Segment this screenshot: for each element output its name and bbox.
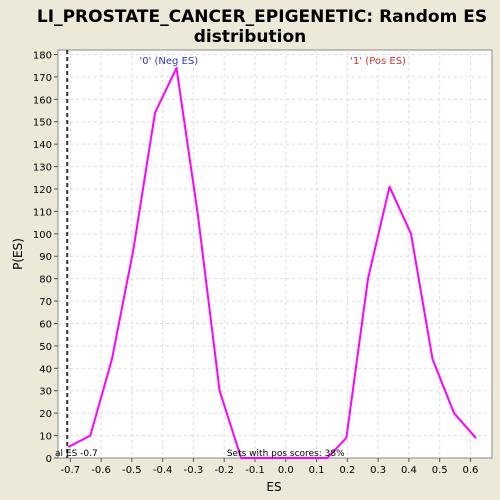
y-tick-label: 140 bbox=[33, 140, 52, 151]
x-tick-label: -0.5 bbox=[122, 465, 142, 476]
data-point bbox=[197, 215, 199, 217]
actual-es-label: al ES -0.7 bbox=[55, 449, 98, 459]
data-point bbox=[410, 233, 412, 235]
data-point bbox=[240, 457, 242, 459]
x-tick-label: -0.3 bbox=[184, 465, 204, 476]
x-tick-label: -0.4 bbox=[153, 465, 173, 476]
data-point bbox=[474, 437, 477, 439]
series-lines bbox=[67, 66, 477, 459]
x-tick-label: 0.2 bbox=[339, 465, 355, 476]
y-tick-label: 70 bbox=[39, 297, 52, 308]
y-tick-label: 130 bbox=[33, 163, 52, 174]
y-tick-label: 0 bbox=[46, 454, 52, 465]
x-tick-label: 0.5 bbox=[432, 465, 448, 476]
y-tick-label: 30 bbox=[39, 387, 52, 398]
x-axis-ticks: -0.7 -0.6 -0.5 -0.4 -0.3 -0.2 -0.1 0.0 0.1 0.2 0.3… bbox=[61, 458, 479, 476]
data-point bbox=[367, 277, 369, 280]
y-tick-label: 80 bbox=[39, 275, 52, 286]
data-point bbox=[261, 457, 264, 459]
x-tick-label: 0.0 bbox=[278, 465, 294, 476]
y-tick-label: 40 bbox=[39, 364, 52, 375]
data-point bbox=[111, 358, 113, 361]
y-tick-label: 160 bbox=[33, 95, 52, 106]
data-point bbox=[89, 434, 92, 437]
chart-title-line-2: distribution bbox=[194, 27, 306, 47]
data-point bbox=[67, 445, 70, 448]
neg-es-label: '0' (Neg ES) bbox=[139, 56, 198, 67]
x-tick-label: 0.6 bbox=[463, 465, 479, 476]
x-tick-label: 0.1 bbox=[309, 465, 325, 476]
data-point bbox=[304, 457, 307, 459]
data-point bbox=[453, 412, 455, 414]
x-tick-label: -0.6 bbox=[91, 465, 111, 476]
y-axis-label: P(ES) bbox=[11, 238, 25, 270]
plot-area bbox=[57, 49, 493, 459]
y-tick-label: 10 bbox=[39, 432, 52, 443]
data-point bbox=[218, 389, 221, 392]
series-line bbox=[68, 66, 477, 459]
y-tick-label: 110 bbox=[33, 207, 52, 218]
x-tick-label: -0.1 bbox=[245, 465, 265, 476]
data-point bbox=[388, 185, 391, 188]
data-point bbox=[154, 111, 156, 114]
x-tick-label: -0.7 bbox=[61, 465, 81, 476]
y-tick-label: 50 bbox=[39, 342, 52, 353]
grid bbox=[58, 50, 492, 458]
annotations: '0' (Neg ES) '1' (Pos ES) al ES -0.7 Sets w… bbox=[55, 50, 406, 459]
data-point bbox=[431, 358, 434, 361]
y-tick-label: 90 bbox=[39, 252, 52, 263]
data-point bbox=[326, 457, 329, 459]
x-tick-label: 0.3 bbox=[370, 465, 386, 476]
y-axis-ticks: 0 10 20 30 40 50 60 70 80 90 100 110 120 130 140 150 160… bbox=[33, 50, 58, 465]
y-tick-label: 170 bbox=[33, 73, 52, 84]
y-tick-label: 100 bbox=[33, 230, 52, 241]
x-tick-label: -0.2 bbox=[214, 465, 234, 476]
pos-scores-label: Sets with pos scores: 38% bbox=[227, 449, 345, 459]
y-tick-label: 180 bbox=[33, 50, 52, 61]
data-point bbox=[345, 437, 348, 439]
y-tick-label: 150 bbox=[33, 118, 52, 129]
y-tick-label: 20 bbox=[39, 409, 52, 420]
data-point bbox=[283, 457, 286, 459]
y-tick-label: 120 bbox=[33, 185, 52, 196]
x-tick-label: 0.4 bbox=[401, 465, 417, 476]
pos-es-label: '1' (Pos ES) bbox=[350, 56, 406, 67]
y-tick-label: 60 bbox=[39, 319, 52, 330]
x-axis-label: ES bbox=[266, 480, 281, 494]
chart-title-line-1: LI_PROSTATE_CANCER_EPIGENETIC: Random ES bbox=[37, 7, 487, 27]
data-point bbox=[132, 248, 135, 251]
data-point bbox=[175, 67, 178, 69]
